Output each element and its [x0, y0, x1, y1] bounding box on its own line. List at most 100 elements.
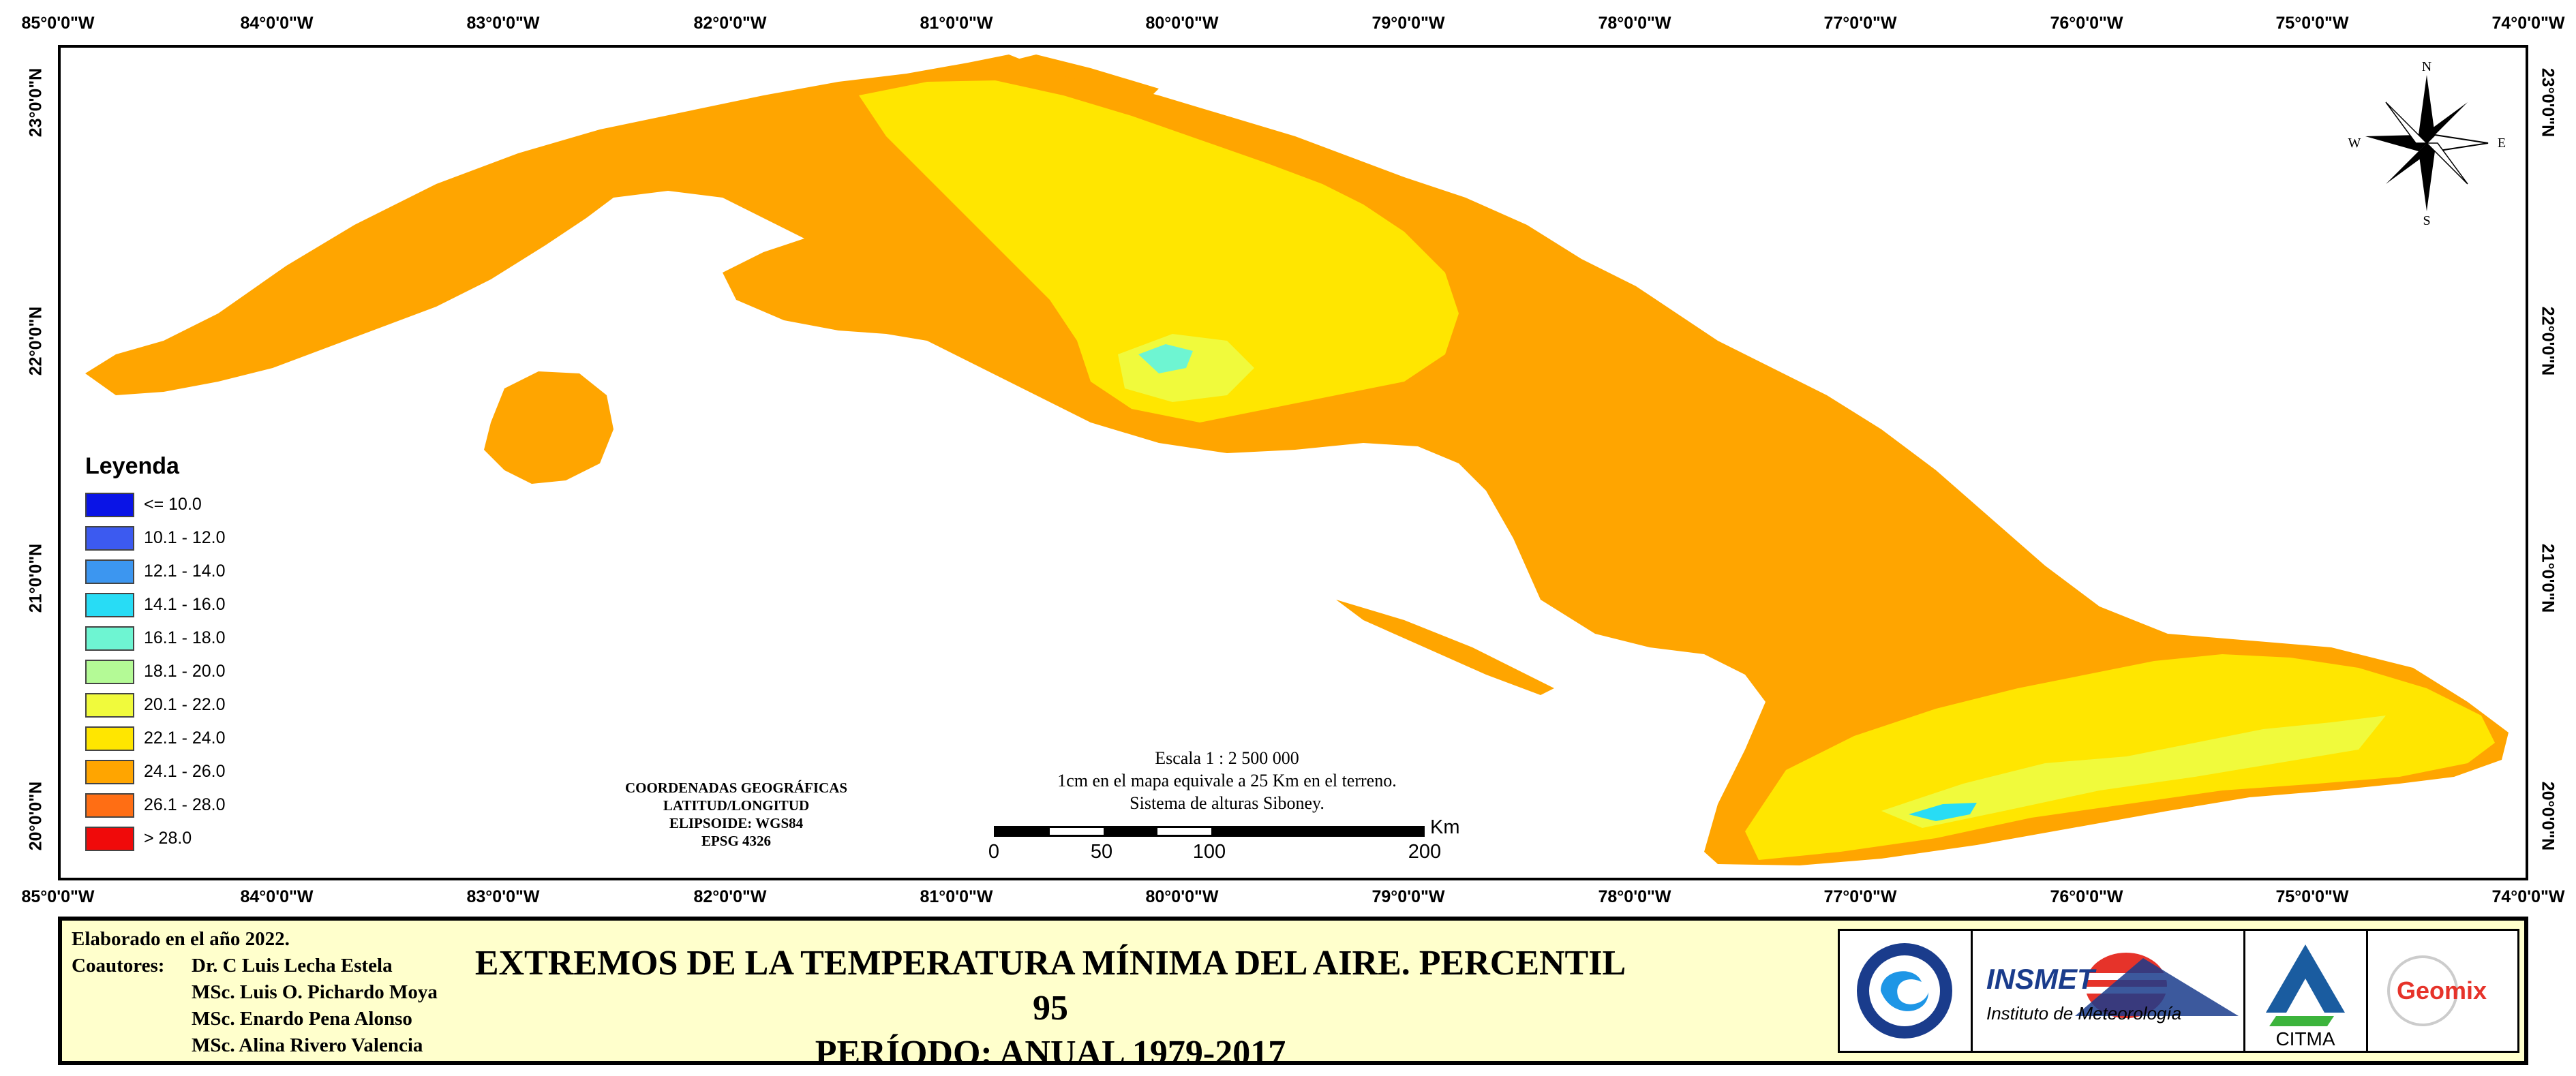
legend-label: 18.1 - 20.0 — [144, 662, 226, 681]
legend: Leyenda <= 10.0 10.1 - 12.0 12.1 - 14.0 14.… — [85, 453, 226, 855]
latitude-tick-label: 23°0'0"N — [2538, 67, 2558, 138]
author-name: MSc. Luis O. Pichardo Moya — [192, 981, 438, 1003]
latitude-tick-label: 22°0'0"N — [2538, 306, 2558, 376]
geomix-logo-icon: Geomix — [2387, 955, 2487, 1026]
logos-strip: INSMET Instituto de Meteorología CITMA G… — [1838, 929, 2519, 1053]
compass-e: E — [2498, 136, 2506, 151]
legend-swatch — [85, 793, 134, 818]
author-name: MSc. Enardo Pena Alonso — [192, 1008, 412, 1030]
geomix-logo: Geomix — [2368, 931, 2517, 1051]
author-row: MSc. Luis O. Pichardo Moya — [72, 979, 438, 1006]
map-title-line2: PERÍODO: ANUAL 1979-2017 — [815, 1034, 1286, 1073]
legend-label: 24.1 - 26.0 — [144, 762, 226, 781]
longitude-tick-label: 84°0'0"W — [240, 14, 314, 33]
longitude-tick-label: 83°0'0"W — [466, 14, 540, 33]
smi-logo — [1840, 931, 1973, 1051]
author-row: Coautores: Dr. C Luis Lecha Estela — [72, 953, 438, 979]
longitude-tick-label: 79°0'0"W — [1372, 887, 1445, 906]
legend-items: <= 10.0 10.1 - 12.0 12.1 - 14.0 14.1 - 16.0… — [85, 488, 226, 855]
coautores-label: Coautores: — [72, 955, 165, 977]
coordinate-system-info: COORDENADAS GEOGRÁFICAS LATITUD/LONGITUD… — [586, 779, 886, 850]
legend-item: 18.1 - 20.0 — [85, 655, 226, 688]
map-title-line1: EXTREMOS DE LA TEMPERATURA MÍNIMA DEL AI… — [474, 944, 1626, 1028]
legend-swatch — [85, 626, 134, 651]
legend-item: 26.1 - 28.0 — [85, 788, 226, 822]
insmet-logo-icon: INSMET Instituto de Meteorología — [1986, 953, 2239, 1024]
legend-item: 16.1 - 18.0 — [85, 621, 226, 655]
legend-item: 14.1 - 16.0 — [85, 588, 226, 621]
land-region-16-18 — [1138, 344, 1193, 373]
longitude-tick-label: 76°0'0"W — [2050, 887, 2123, 906]
longitude-tick-label: 85°0'0"W — [21, 887, 95, 906]
longitude-tick-label: 83°0'0"W — [466, 887, 540, 906]
legend-label: 20.1 - 22.0 — [144, 695, 226, 714]
legend-item: 10.1 - 12.0 — [85, 521, 226, 555]
land-region-24-26 — [85, 55, 2509, 865]
citma-logo-icon: CITMA — [2266, 944, 2345, 1049]
legend-item: > 28.0 — [85, 822, 226, 855]
legend-label: 10.1 - 12.0 — [144, 528, 226, 547]
longitude-tick-label: 77°0'0"W — [1823, 887, 1897, 906]
legend-item: 12.1 - 14.0 — [85, 555, 226, 588]
legend-swatch — [85, 525, 134, 551]
land-region-14-16 — [1909, 803, 1977, 821]
coords-line: ELIPSOIDE: WGS84 — [669, 815, 804, 831]
legend-label: 14.1 - 16.0 — [144, 595, 226, 614]
citma-logo: CITMA — [2245, 931, 2368, 1051]
legend-label: 26.1 - 28.0 — [144, 795, 226, 814]
scale-line: 1cm en el mapa equivale a 25 Km en el te… — [1057, 771, 1397, 790]
legend-item: <= 10.0 — [85, 488, 226, 521]
legend-swatch — [85, 492, 134, 517]
legend-swatch — [85, 826, 134, 851]
longitude-tick-label: 79°0'0"W — [1372, 14, 1445, 33]
legend-item: 22.1 - 24.0 — [85, 722, 226, 755]
citma-text: CITMA — [2275, 1028, 2335, 1049]
longitude-tick-label: 81°0'0"W — [920, 14, 993, 33]
insmet-logo: INSMET Instituto de Meteorología — [1973, 931, 2245, 1051]
longitude-tick-label: 76°0'0"W — [2050, 14, 2123, 33]
longitude-tick-label: 74°0'0"W — [2491, 887, 2565, 906]
legend-label: 12.1 - 14.0 — [144, 562, 226, 581]
latitude-tick-label: 23°0'0"N — [26, 67, 46, 138]
longitude-tick-label: 85°0'0"W — [21, 14, 95, 33]
latitude-tick-label: 21°0'0"N — [26, 543, 46, 613]
scale-line: Escala 1 : 2 500 000 — [1155, 748, 1299, 768]
longitude-tick-label: 84°0'0"W — [240, 887, 314, 906]
scale-unit: Km — [1430, 816, 1460, 838]
cuba-main-island — [85, 55, 2509, 865]
legend-swatch — [85, 592, 134, 617]
latitude-tick-label: 22°0'0"N — [26, 306, 46, 376]
north-arrow: N S W E — [2345, 59, 2509, 228]
insmet-sub-text: Instituto de Meteorología — [1986, 1003, 2181, 1024]
scale-tick-label: 200 — [1408, 841, 1442, 863]
scale-bar — [994, 826, 1425, 837]
scale-tick-label: 0 — [988, 841, 1000, 863]
legend-swatch — [85, 659, 134, 684]
legend-label: 22.1 - 24.0 — [144, 728, 226, 748]
legend-swatch — [85, 692, 134, 718]
longitude-tick-label: 80°0'0"W — [1145, 887, 1219, 906]
legend-label: 16.1 - 18.0 — [144, 628, 226, 647]
coords-line: EPSG 4326 — [701, 833, 772, 849]
compass-w: W — [2348, 136, 2361, 151]
latitude-tick-label: 21°0'0"N — [2538, 543, 2558, 613]
longitude-tick-label: 77°0'0"W — [1823, 14, 1897, 33]
footer-panel: Elaborado en el año 2022. Coautores: Dr. … — [58, 917, 2528, 1073]
southern-cays — [1336, 600, 1554, 695]
scale-description: Escala 1 : 2 500 000 1cm en el mapa equi… — [975, 747, 1479, 814]
author-name: Dr. C Luis Lecha Estela — [192, 955, 393, 977]
compass-n: N — [2422, 61, 2431, 74]
longitude-tick-label: 82°0'0"W — [693, 14, 767, 33]
scale-tick-label: 50 — [1090, 841, 1113, 863]
coords-line: COORDENADAS GEOGRÁFICAS — [624, 780, 848, 796]
credits: Elaborado en el año 2022. Coautores: Dr. … — [72, 926, 438, 1059]
author-row: MSc. Enardo Pena Alonso — [72, 1006, 438, 1032]
author-name: MSc. Alina Rivero Valencia — [192, 1034, 423, 1056]
longitude-tick-label: 78°0'0"W — [1598, 14, 1671, 33]
compass-rose-icon: N S W E — [2348, 59, 2506, 228]
longitude-tick-label: 78°0'0"W — [1598, 887, 1671, 906]
isla-de-la-juventud — [484, 371, 613, 484]
coords-line: LATITUD/LONGITUD — [663, 797, 810, 814]
geomix-text: Geomix — [2397, 977, 2487, 1004]
longitude-tick-label: 82°0'0"W — [693, 887, 767, 906]
